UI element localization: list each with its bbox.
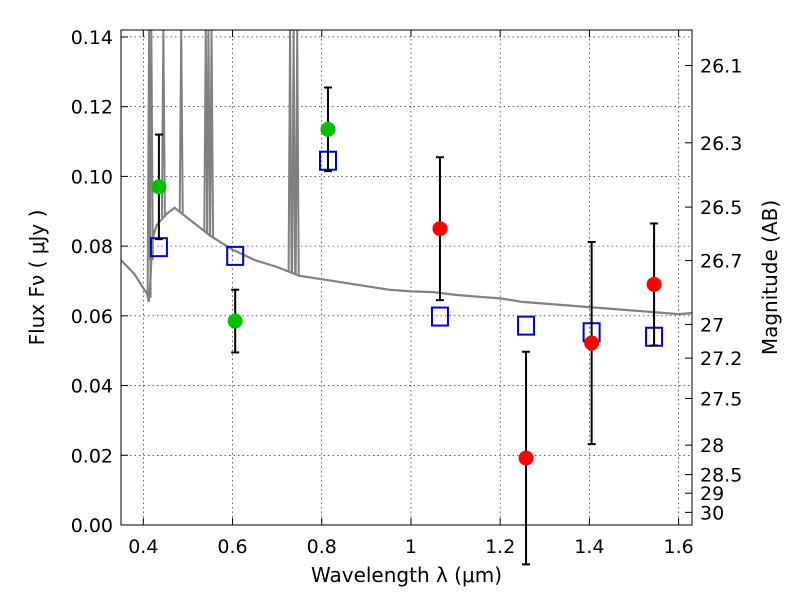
y-tick-label: 0.00	[71, 515, 113, 537]
model-photometry-square	[517, 315, 536, 336]
y-tick-label: 0.12	[71, 97, 113, 119]
x-tick-label: 1.4	[574, 536, 604, 558]
emission-line	[294, 30, 300, 275]
y-tick-label: 0.04	[71, 376, 113, 398]
x-tick-label: 1.2	[485, 536, 515, 558]
magnitude-tick-label: 26.7	[700, 251, 742, 273]
data-point	[151, 179, 167, 195]
emission-line	[209, 30, 215, 237]
data-point	[518, 450, 534, 466]
y-tick-label: 0.06	[71, 306, 113, 328]
axes: 0.4 0.6 0.8 1 1.2 1.4 1.6 0.00 0.02 0.04 0.06 0.08 0…	[71, 27, 743, 558]
x-tick-label: 0.6	[217, 536, 247, 558]
model-spectrum-layer	[121, 30, 692, 316]
magnitude-tick-label: 26.3	[700, 133, 742, 155]
data-point	[646, 276, 662, 292]
model-photometry-square	[226, 245, 245, 266]
magnitude-tick-label: 29	[700, 483, 724, 505]
y-tick-label: 0.10	[71, 166, 113, 188]
plot-frame	[120, 29, 693, 526]
y-axis-label: Flux Fν ( μJy )	[25, 210, 49, 346]
emission-line	[160, 30, 166, 218]
y-tick-label: 0.02	[71, 445, 113, 467]
emission-line	[287, 30, 293, 273]
y-tick-label: 0.14	[71, 27, 113, 49]
y-tick-label: 0.08	[71, 236, 113, 258]
emission-line	[148, 30, 154, 261]
data-points-layer	[149, 86, 664, 566]
magnitude-tick-label: 30	[700, 502, 724, 524]
data-point	[227, 313, 243, 329]
emission-line	[205, 30, 211, 235]
magnitude-tick-label: 27.2	[700, 348, 742, 370]
grid	[121, 30, 692, 526]
data-point	[320, 121, 336, 137]
x-tick-label: 0.4	[128, 536, 158, 558]
x-axis-label: Wavelength λ (μm)	[311, 563, 502, 587]
magnitude-tick-label: 27	[700, 314, 724, 336]
data-point	[584, 335, 600, 351]
y2-axis-label: Magnitude (AB)	[758, 200, 782, 355]
magnitude-tick-label: 28	[700, 435, 724, 457]
magnitude-tick-label: 26.1	[700, 55, 742, 77]
magnitude-tick-label: 28.5	[700, 465, 742, 487]
x-tick-label: 0.8	[307, 536, 337, 558]
magnitude-tick-label: 27.5	[700, 388, 742, 410]
spectrum-group	[121, 30, 692, 316]
magnitude-tick-label: 26.5	[700, 197, 742, 219]
emission-line	[178, 30, 184, 214]
emission-line	[291, 30, 297, 274]
x-tick-label: 1.6	[664, 536, 694, 558]
model-photometry-square	[430, 306, 449, 327]
data-point	[432, 221, 448, 237]
x-tick-label: 1	[405, 536, 417, 558]
